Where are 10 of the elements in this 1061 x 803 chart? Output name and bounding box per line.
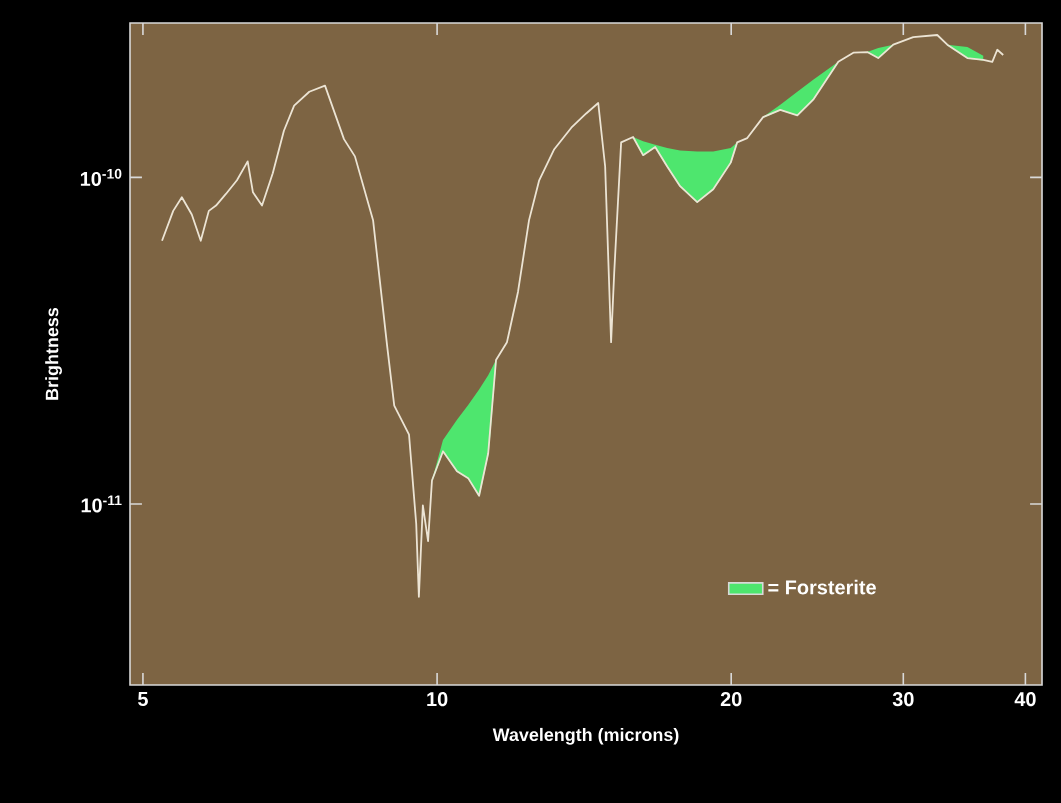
y-axis-title: Brightness <box>45 307 62 400</box>
y-tick-label: 10$^{-10}$ <box>80 168 122 186</box>
y-tick-label: 10$^{-11}$ <box>81 495 122 513</box>
x-tick-label: 20 <box>720 692 742 707</box>
x-axis-title: Wavelength (microns) <box>492 727 679 745</box>
x-tick-label: 10 <box>427 692 448 707</box>
x-tick-label: 40 <box>1014 692 1036 707</box>
x-tick-label: 30 <box>892 692 914 707</box>
x-tick-label: 5 <box>138 692 148 706</box>
text: = Forsterite <box>768 579 876 595</box>
